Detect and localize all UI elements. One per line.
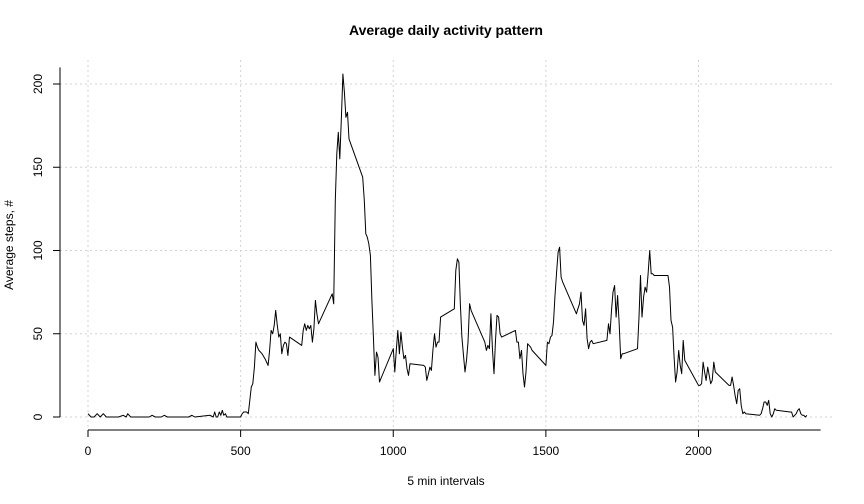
x-tick-label: 1500: [533, 444, 560, 458]
x-axis-label: 5 min intervals: [407, 474, 484, 488]
x-tick-label: 0: [85, 444, 92, 458]
series-layer: [87, 73, 808, 418]
x-tick-label: 1000: [380, 444, 407, 458]
chart-title: Average daily activity pattern: [349, 22, 543, 38]
axes: 0 500 1000 1500 2000 0 50 100 150 200: [31, 67, 821, 458]
y-tick-label: 0: [31, 413, 45, 420]
y-tick-label: 150: [31, 157, 45, 177]
x-tick-label: 500: [231, 444, 251, 458]
y-axis-label: Average steps, #: [2, 200, 16, 290]
y-tick-label: 200: [31, 74, 45, 94]
average-steps-line: [87, 73, 808, 418]
y-tick-label: 50: [31, 327, 45, 341]
grid: [60, 60, 834, 430]
x-tick-label: 2000: [685, 444, 712, 458]
y-tick-label: 100: [31, 240, 45, 260]
